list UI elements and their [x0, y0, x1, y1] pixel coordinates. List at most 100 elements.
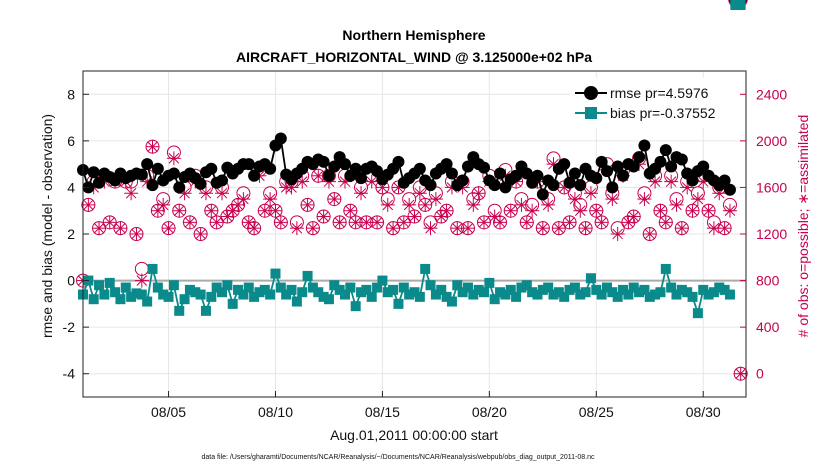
bias-point — [115, 294, 126, 305]
bias-point — [655, 287, 666, 298]
assimilated-count-point — [690, 192, 705, 207]
assimilated-stroke — [104, 217, 116, 228]
rmse-point — [638, 139, 651, 152]
assimilated-stroke — [157, 199, 169, 211]
y2-axis-ticks: 0 400 800 1200 1600 2000 2400 — [740, 86, 787, 382]
assimilated-stroke — [361, 217, 372, 228]
assimilated-count-point — [215, 186, 230, 201]
assimilated-count-point — [648, 174, 663, 189]
rmse-point — [274, 132, 287, 145]
assimilated-count-point — [525, 203, 540, 218]
bias-point — [628, 282, 639, 293]
bias-point — [152, 282, 163, 293]
assimilated-stroke — [692, 193, 704, 205]
assimilated-stroke — [243, 217, 255, 228]
assimilated-count-point — [156, 197, 171, 212]
assimilated-count-point — [669, 197, 684, 212]
bias-point — [420, 263, 431, 274]
assimilated-stroke — [703, 205, 714, 217]
bias-point — [120, 282, 131, 293]
assimilated-count-point — [589, 203, 604, 218]
y2-tick-label: 1600 — [756, 179, 787, 195]
rmse-point — [494, 167, 507, 180]
bias-point — [259, 284, 270, 295]
assimilated-count-point — [327, 192, 342, 207]
bias-point — [527, 287, 538, 298]
assimilated-stroke — [580, 222, 591, 234]
legend-bias-label: bias pr=-0.37552 — [610, 105, 716, 121]
assimilated-count-point — [407, 209, 422, 224]
bias-point — [430, 289, 441, 300]
y2-tick-label: 1200 — [756, 226, 787, 242]
assimilated-count-point — [717, 221, 732, 236]
assimilated-stroke — [83, 199, 94, 211]
bias-point — [532, 289, 543, 300]
rmse-point — [242, 158, 255, 171]
bias-point — [660, 263, 671, 274]
assimilated-stroke — [350, 217, 361, 228]
bias-point — [692, 308, 703, 319]
assimilated-stroke — [590, 205, 602, 217]
bias-point — [265, 289, 276, 300]
data-file-footer: data file: /Users/gharamti/Documents/NCA… — [201, 454, 595, 461]
bias-point — [142, 296, 153, 307]
assimilated-count-point — [145, 139, 160, 154]
assimilated-count-point — [380, 197, 395, 212]
assimilated-count-point — [439, 203, 454, 218]
bias-point — [500, 289, 511, 300]
bias-point — [270, 268, 281, 279]
y-tick-label: 6 — [67, 133, 75, 149]
assimilated-stroke — [489, 211, 501, 222]
rmse-point — [723, 183, 736, 196]
assimilated-stroke — [173, 205, 185, 217]
rmse-point — [520, 167, 533, 180]
legend-rmse-label: rmse pr=4.5976 — [610, 85, 709, 101]
bias-point — [714, 282, 725, 293]
rmse-point — [151, 162, 164, 175]
y2-tick-label: 2400 — [756, 86, 787, 102]
assimilated-count-point — [391, 180, 406, 195]
bias-point — [730, 0, 741, 10]
rmse-point — [338, 158, 351, 171]
assimilated-count-point — [124, 186, 139, 201]
assimilated-count-point — [583, 186, 598, 201]
x-tick-label: 08/25 — [579, 404, 614, 420]
assimilated-count-point — [209, 215, 224, 230]
assimilated-stroke — [639, 193, 650, 205]
assimilated-count-point — [161, 221, 176, 236]
assimilated-stroke — [505, 205, 517, 217]
rmse-point — [194, 177, 207, 190]
assimilated-count-point — [305, 221, 320, 236]
assimilated-count-point — [503, 203, 518, 218]
assimilated-stroke — [542, 199, 554, 211]
bias-point — [238, 289, 249, 300]
assimilated-stroke — [307, 222, 319, 234]
assimilated-count-point — [268, 203, 283, 218]
assimilated-count-point — [674, 221, 689, 236]
rmse-point — [392, 155, 405, 168]
bias-point — [281, 289, 292, 300]
assimilated-count-point — [134, 273, 149, 288]
bias-point — [222, 280, 233, 291]
rmse-point — [558, 158, 571, 171]
bias-point — [473, 284, 484, 295]
rmse-point — [478, 161, 491, 174]
assimilated-stroke — [724, 205, 736, 217]
bias-point — [489, 294, 500, 305]
assimilated-count-point — [664, 174, 679, 189]
bias-point — [591, 284, 602, 295]
bias-point — [634, 287, 645, 298]
possible-count-point — [134, 261, 149, 276]
rmse-point — [440, 158, 453, 171]
y2-tick-label: 2000 — [756, 133, 787, 149]
rmse-point — [510, 169, 523, 182]
assimilated-stroke — [676, 222, 688, 234]
bias-point — [126, 291, 137, 302]
assimilated-stroke — [414, 187, 426, 199]
assimilated-stroke — [612, 228, 623, 240]
bias-point — [168, 280, 179, 291]
bias-point — [441, 291, 452, 302]
assimilated-stroke — [264, 193, 276, 205]
rmse-point — [627, 160, 640, 173]
assimilated-count-point — [402, 197, 417, 212]
